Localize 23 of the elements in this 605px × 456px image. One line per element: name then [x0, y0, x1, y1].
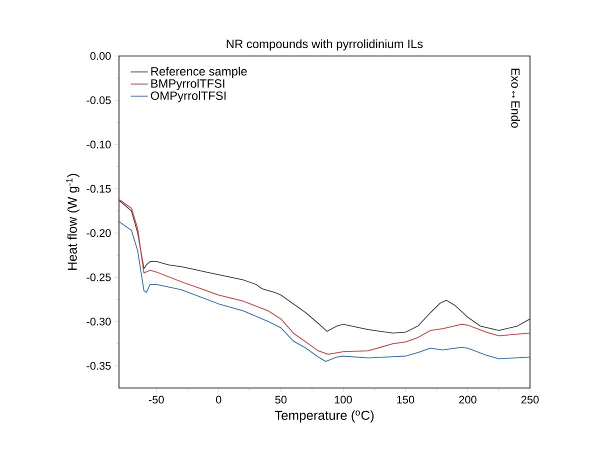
line-series	[119, 221, 530, 362]
y-tick-label: -0.25	[86, 273, 111, 282]
y-tick-label: -0.35	[86, 362, 111, 370]
y-tick-label: -0.20	[86, 229, 111, 237]
legend-label: BMPyrrolTFSI	[151, 78, 224, 90]
x-tick-label: 250	[521, 396, 539, 404]
x-tick-label: 50	[275, 396, 287, 404]
chart-title: NR compounds with pyrrolidinium ILs	[226, 39, 423, 50]
y-tick-label: -0.30	[86, 318, 111, 326]
legend-label: OMPyrrolTFSI	[150, 91, 226, 102]
x-tick-label: 200	[459, 396, 476, 404]
y-tick-label: -0.15	[86, 184, 111, 193]
x-tick-label: -50	[148, 396, 164, 404]
x-tick-label: 150	[397, 396, 414, 404]
x-tick-label: 100	[334, 396, 352, 404]
x-tick-label: 0	[216, 396, 222, 404]
legend-label: Reference sample	[151, 66, 247, 78]
y-tick-label: -0.10	[86, 140, 111, 148]
y-tick-label: 0.00	[90, 52, 111, 60]
y-tick-label: -0.05	[86, 96, 111, 104]
annotation: Exo↔Endo	[511, 68, 520, 128]
x-axis-title: Temperature ($^{o}$C)	[274, 410, 374, 422]
y-axis-title: Heat flow (W g$^{-1}$)	[66, 174, 80, 270]
